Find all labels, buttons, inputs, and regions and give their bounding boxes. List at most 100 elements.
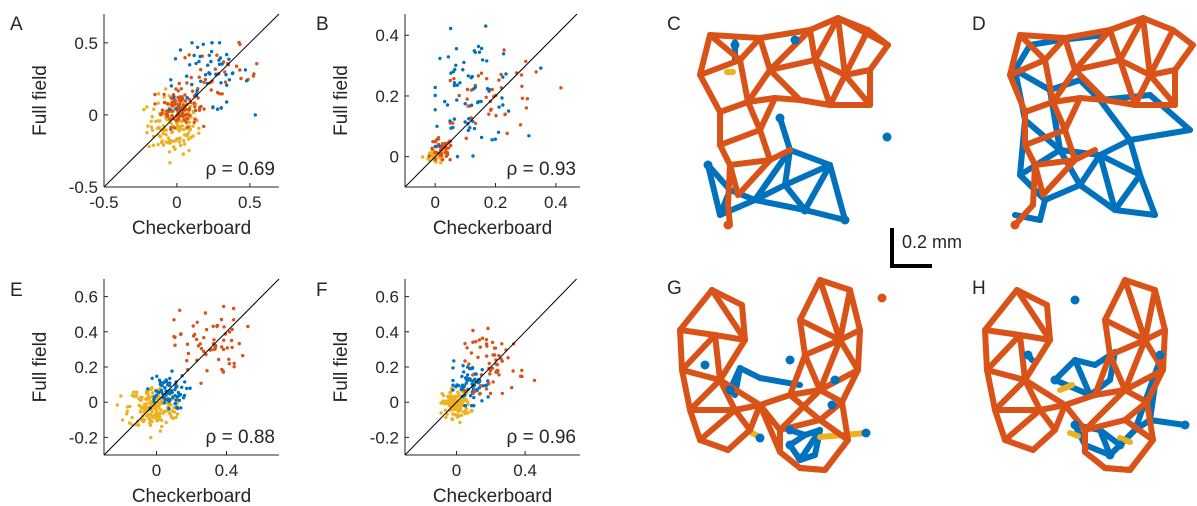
data-point-orange — [237, 341, 241, 346]
data-point-orange — [232, 361, 236, 366]
data-point-orange — [469, 351, 474, 355]
data-point-orange — [180, 111, 185, 115]
data-point-blue — [506, 109, 511, 113]
data-point-yellow — [441, 399, 445, 403]
edge-orange — [1132, 72, 1153, 108]
data-point-orange — [476, 355, 480, 360]
edge-blue — [1012, 42, 1033, 73]
edge-orange — [1122, 277, 1148, 343]
data-point-blue — [463, 120, 467, 124]
edge-orange — [677, 327, 685, 373]
data-point-yellow — [161, 131, 165, 136]
x-tick-label: 0.5 — [238, 193, 262, 212]
edge-orange — [797, 317, 843, 343]
node-blue — [785, 440, 795, 450]
data-point-yellow — [120, 418, 125, 422]
data-point-blue — [470, 366, 475, 370]
edge-orange — [767, 57, 818, 73]
edge-orange — [679, 332, 718, 373]
edge-orange — [1122, 387, 1150, 405]
y-tick-label: 0.2 — [74, 358, 98, 377]
edge-orange — [1122, 337, 1148, 393]
data-point-blue — [190, 41, 194, 45]
data-point-orange — [238, 42, 242, 47]
data-point-orange — [209, 88, 213, 92]
data-point-blue — [437, 144, 441, 148]
data-point-orange — [221, 347, 226, 352]
edge-orange — [1014, 287, 1053, 343]
data-point-blue — [497, 105, 501, 109]
data-point-blue — [466, 128, 470, 133]
node-blue — [795, 453, 805, 463]
data-point-orange — [192, 101, 197, 105]
data-point-blue — [501, 52, 506, 56]
panel-label-f: F — [316, 280, 328, 301]
edge-blue — [737, 365, 763, 381]
data-point-blue — [167, 407, 171, 411]
edge-orange — [842, 27, 871, 78]
data-point-yellow — [137, 403, 141, 408]
edge-blue — [1147, 92, 1193, 133]
data-point-yellow — [450, 399, 454, 403]
y-tick-label: 0.5 — [74, 34, 98, 53]
y-tick-label: 0.4 — [74, 323, 98, 342]
data-point-orange — [505, 131, 509, 136]
data-point-blue — [459, 387, 463, 392]
data-point-orange — [241, 353, 245, 358]
data-point-orange — [524, 59, 528, 63]
data-point-orange — [534, 70, 538, 74]
data-point-yellow — [161, 143, 166, 147]
data-point-orange — [238, 68, 242, 72]
data-point-yellow — [465, 400, 470, 404]
edge-blue — [752, 147, 793, 203]
node-blue — [785, 355, 795, 365]
identity-line — [103, 13, 280, 188]
edge-orange — [1032, 157, 1078, 168]
edge-orange — [867, 42, 891, 73]
y-axis-label: Full field — [331, 65, 352, 136]
data-point-orange — [222, 325, 226, 329]
data-point-blue — [168, 392, 172, 396]
data-point-orange — [222, 338, 226, 342]
data-point-blue — [468, 394, 473, 398]
node-blue — [703, 160, 713, 170]
edge-orange — [745, 67, 773, 105]
data-point-orange — [221, 370, 226, 374]
data-point-blue — [448, 26, 453, 31]
data-point-orange — [520, 84, 524, 89]
edge-orange — [1042, 35, 1068, 63]
data-point-blue — [185, 96, 189, 100]
edge-orange — [1022, 142, 1038, 168]
data-point-orange — [183, 56, 187, 60]
data-point-orange — [448, 158, 452, 162]
edge-orange — [777, 449, 803, 471]
edge-orange — [1140, 15, 1153, 78]
data-point-blue — [448, 119, 452, 123]
data-point-orange — [176, 102, 180, 106]
edge-orange — [725, 427, 753, 453]
data-point-blue — [462, 370, 466, 374]
data-point-orange — [172, 318, 176, 322]
data-point-orange — [217, 357, 221, 362]
network-panel-g — [677, 277, 887, 473]
edge-blue — [1112, 172, 1143, 213]
data-point-orange — [180, 114, 185, 118]
node-blue — [1155, 350, 1165, 360]
data-point-yellow — [156, 403, 160, 407]
data-point-blue — [172, 95, 176, 99]
edge-orange — [1147, 72, 1178, 108]
edge-orange — [1002, 437, 1036, 453]
data-point-orange — [231, 306, 236, 311]
data-point-yellow — [155, 397, 159, 401]
data-point-orange — [473, 121, 478, 126]
edge-blue — [802, 162, 833, 213]
data-point-orange — [186, 351, 191, 356]
edge-orange — [697, 57, 743, 78]
edge-orange — [1017, 32, 1068, 41]
edge-orange — [1007, 57, 1048, 78]
data-point-orange — [199, 381, 203, 385]
edge-orange — [1062, 402, 1088, 433]
data-point-yellow — [462, 410, 466, 414]
data-point-blue — [227, 57, 231, 61]
y-axis-label: Full field — [30, 332, 51, 403]
